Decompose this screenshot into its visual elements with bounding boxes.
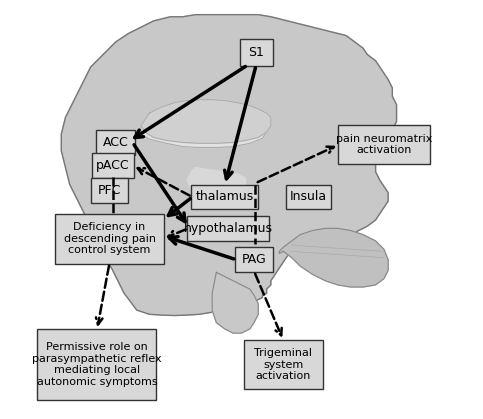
Text: thalamus: thalamus [196, 190, 254, 204]
FancyBboxPatch shape [338, 125, 430, 164]
Text: Trigeminal
system
activation: Trigeminal system activation [255, 348, 313, 381]
FancyBboxPatch shape [92, 153, 134, 178]
Polygon shape [279, 228, 388, 287]
Polygon shape [212, 272, 258, 333]
Text: pain neuromatrix
activation: pain neuromatrix activation [336, 134, 432, 155]
Polygon shape [141, 100, 271, 143]
Text: PAG: PAG [242, 253, 267, 266]
Text: S1: S1 [248, 46, 264, 59]
Text: pACC: pACC [96, 159, 129, 172]
Text: Permissive role on
parasympathetic reflex
mediating local
autonomic symptoms: Permissive role on parasympathetic refle… [32, 342, 162, 387]
Text: Insula: Insula [290, 190, 327, 204]
Text: hypothalamus: hypothalamus [184, 222, 272, 235]
FancyBboxPatch shape [235, 247, 273, 272]
Polygon shape [141, 110, 267, 147]
Text: PFC: PFC [98, 184, 121, 197]
FancyBboxPatch shape [55, 214, 164, 264]
FancyBboxPatch shape [244, 339, 323, 390]
FancyBboxPatch shape [240, 39, 273, 66]
FancyBboxPatch shape [38, 329, 156, 400]
FancyBboxPatch shape [91, 178, 128, 203]
Polygon shape [61, 15, 397, 316]
Polygon shape [187, 168, 246, 193]
Text: ACC: ACC [103, 136, 128, 149]
FancyBboxPatch shape [96, 130, 136, 155]
Text: Deficiency in
descending pain
control system: Deficiency in descending pain control sy… [64, 222, 156, 256]
FancyBboxPatch shape [187, 216, 269, 241]
FancyBboxPatch shape [191, 184, 258, 209]
FancyBboxPatch shape [286, 184, 331, 209]
